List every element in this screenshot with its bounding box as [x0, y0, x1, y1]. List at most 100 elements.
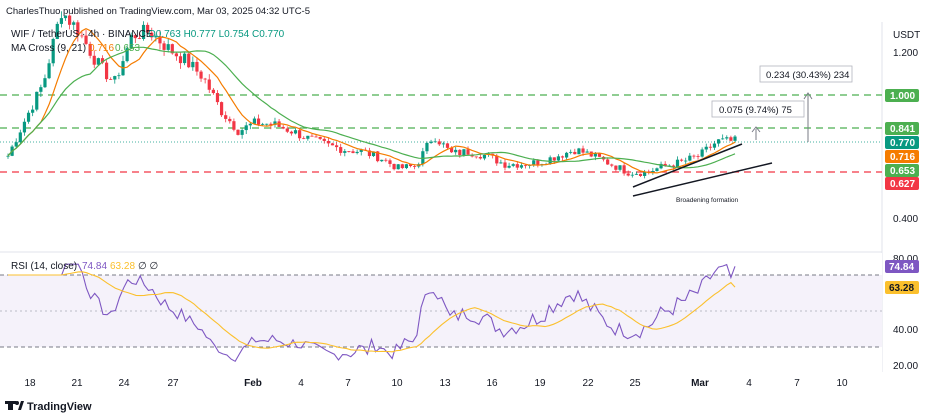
candle-body[interactable] [293, 130, 298, 134]
candle-body[interactable] [725, 137, 729, 139]
candle-body[interactable] [371, 151, 376, 157]
candle-body[interactable] [716, 139, 721, 144]
candle-body[interactable] [334, 145, 339, 148]
candle-body[interactable] [72, 22, 76, 25]
candle-body[interactable] [556, 156, 560, 161]
candle-body[interactable] [43, 78, 47, 88]
candle-body[interactable] [396, 164, 400, 170]
candle-body[interactable] [367, 150, 372, 157]
candle-body[interactable] [248, 123, 252, 126]
candle-body[interactable] [100, 58, 105, 63]
candle-body[interactable] [355, 151, 359, 154]
candle-body[interactable] [59, 18, 63, 24]
price-axis[interactable]: USDT 1.200 0.400 [893, 30, 920, 225]
candle-body[interactable] [663, 163, 667, 166]
candle-body[interactable] [597, 153, 602, 157]
candle-body[interactable] [244, 125, 248, 131]
candle-body[interactable] [339, 147, 343, 153]
candle-body[interactable] [199, 71, 203, 79]
candle-body[interactable] [454, 149, 458, 153]
candle-body[interactable] [408, 164, 413, 167]
candle-body[interactable] [437, 141, 441, 145]
candle-body[interactable] [585, 151, 589, 153]
candle-body[interactable] [376, 151, 380, 162]
candle-body[interactable] [503, 162, 507, 168]
candle-body[interactable] [63, 15, 68, 19]
candle-body[interactable] [39, 87, 43, 92]
candle-body[interactable] [326, 140, 330, 144]
candle-body[interactable] [643, 171, 647, 176]
candle-body[interactable] [495, 155, 499, 164]
candle-body[interactable] [733, 136, 737, 141]
candle-body[interactable] [441, 143, 445, 145]
candle-body[interactable] [684, 160, 688, 162]
candle-body[interactable] [445, 143, 450, 148]
candle-body[interactable] [433, 141, 437, 143]
candle-body[interactable] [191, 61, 195, 68]
candle-body[interactable] [532, 160, 536, 165]
candle-body[interactable] [708, 146, 712, 148]
candle-body[interactable] [109, 79, 113, 80]
candle-body[interactable] [318, 136, 322, 139]
candle-body[interactable] [610, 164, 614, 166]
candle-body[interactable] [187, 53, 191, 68]
candle-body[interactable] [388, 160, 392, 164]
ma-cross-label[interactable]: MA Cross (9, 21) [11, 43, 86, 54]
candle-body[interactable] [174, 53, 179, 57]
candle-body[interactable] [651, 171, 655, 172]
candle-body[interactable] [634, 173, 639, 175]
candle-body[interactable] [195, 61, 199, 72]
candle-body[interactable] [96, 58, 100, 65]
candle-body[interactable] [392, 163, 396, 170]
candle-body[interactable] [721, 138, 725, 140]
candle-body[interactable] [314, 136, 318, 138]
candle-body[interactable] [449, 147, 454, 153]
candle-body[interactable] [330, 143, 335, 146]
candle-body[interactable] [515, 164, 519, 168]
candle-body[interactable] [482, 154, 487, 159]
candle-body[interactable] [6, 155, 10, 157]
candle-body[interactable] [302, 138, 306, 140]
candle-body[interactable] [519, 165, 524, 168]
candle-body[interactable] [281, 126, 285, 129]
candle-body[interactable] [285, 128, 289, 132]
candle-body[interactable] [166, 44, 170, 50]
candle-body[interactable] [404, 164, 409, 169]
ma-slow-line[interactable] [7, 46, 736, 169]
candle-body[interactable] [133, 35, 137, 39]
candle-body[interactable] [170, 44, 174, 54]
candle-body[interactable] [638, 173, 643, 176]
candle-body[interactable] [18, 132, 22, 143]
candle-body[interactable] [359, 149, 363, 152]
candle-body[interactable] [104, 62, 109, 80]
candle-body[interactable] [178, 56, 183, 64]
candle-body[interactable] [700, 149, 704, 157]
candle-body[interactable] [14, 142, 18, 147]
candle-body[interactable] [55, 23, 59, 39]
candle-body[interactable] [265, 123, 269, 125]
candle-body[interactable] [203, 78, 207, 80]
candle-body[interactable] [289, 131, 294, 134]
candle-body[interactable] [215, 93, 220, 103]
candle-body[interactable] [219, 102, 224, 116]
candle-body[interactable] [552, 157, 556, 161]
candle-body[interactable] [425, 142, 429, 152]
candle-body[interactable] [150, 32, 154, 38]
candle-body[interactable] [688, 155, 692, 161]
candle-body[interactable] [125, 48, 129, 62]
rsi-panel[interactable] [0, 253, 882, 373]
candle-body[interactable] [88, 43, 92, 56]
candle-body[interactable] [351, 151, 355, 154]
candle-body[interactable] [269, 123, 273, 125]
candle-body[interactable] [704, 146, 708, 150]
candle-body[interactable] [507, 165, 511, 168]
rsi-label[interactable]: RSI (14, close) [11, 261, 77, 272]
candle-body[interactable] [252, 118, 257, 124]
rsi-ma-line[interactable] [8, 271, 736, 353]
candle-body[interactable] [384, 159, 388, 161]
candle-body[interactable] [207, 79, 211, 90]
candle-body[interactable] [606, 159, 610, 165]
rsi-axis[interactable]: 80.00 74.84 63.28 40.00 20.00 [885, 254, 919, 372]
candle-body[interactable] [129, 35, 133, 49]
candle-body[interactable] [696, 156, 700, 157]
